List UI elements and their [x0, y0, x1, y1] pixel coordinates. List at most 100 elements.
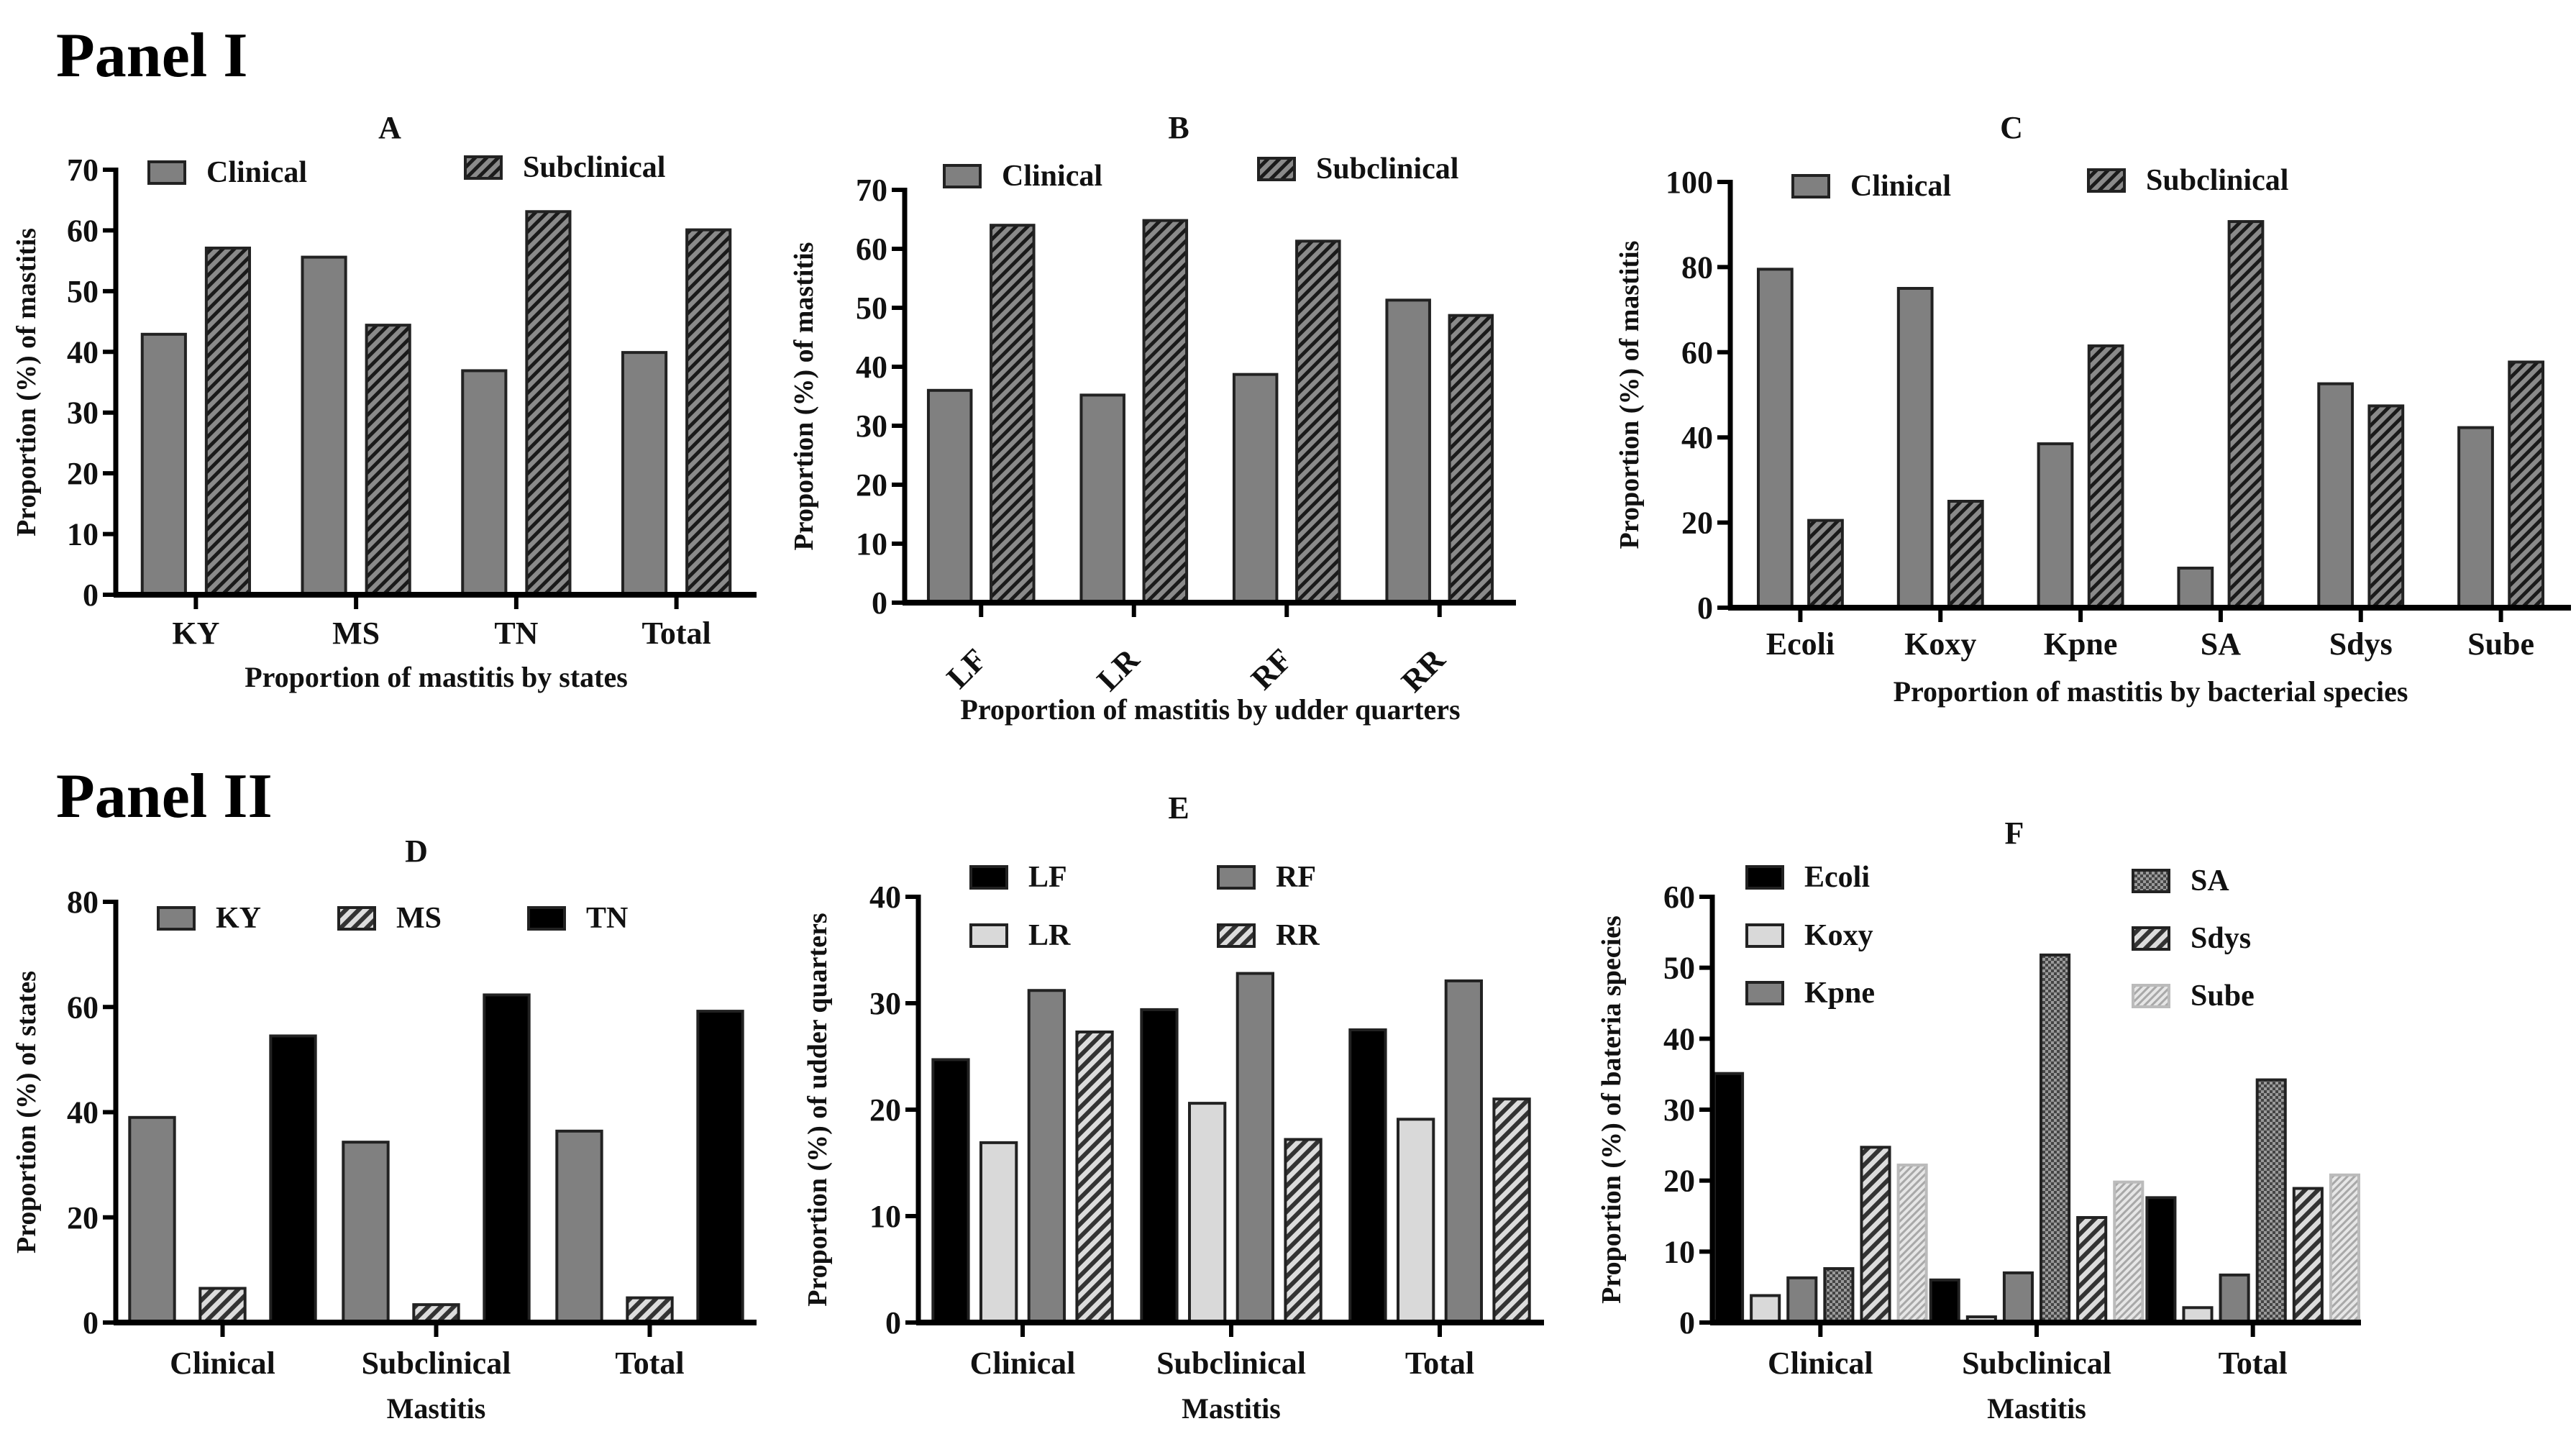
x-axis-label: Mastitis: [387, 1392, 486, 1425]
x-tick-label: TN: [494, 616, 538, 651]
bar-subclinical-ms: [365, 324, 411, 596]
chart-f: F Clinical Subclinical Total 0 10 20 30 40 50 60 Pr…: [1597, 816, 2361, 1425]
x-tick-label: Subclinical: [1156, 1346, 1306, 1381]
x-tick-label: LF: [940, 641, 993, 695]
x-tick-label: Total: [642, 616, 711, 651]
x-tick-label: Sube: [2467, 626, 2534, 662]
chart-a: A KY MS TN Total 0 10 20 30 40 50 60 70 Proportion (%…: [12, 110, 757, 693]
bar-subclinical-ky: [204, 246, 251, 596]
bar-clinical-total: [621, 351, 668, 596]
legend-label-kpne: Kpne: [1804, 977, 1875, 1010]
legend-swatch-clinical: [943, 164, 982, 188]
bar-subclinical-sdys: [2367, 404, 2405, 610]
y-tick-label: 0: [1679, 1305, 1695, 1341]
bar-kpne-subclinical: [2002, 1271, 2034, 1325]
bar-ky-clinical: [128, 1115, 176, 1324]
bar-sa-subclinical: [2040, 953, 2071, 1324]
x-tick-label: KY: [172, 616, 219, 651]
legend-label-rr: RR: [1276, 919, 1320, 952]
y-tick-label: 40: [869, 880, 901, 915]
bar-tn-subclinical: [483, 993, 531, 1325]
bar-ky-subclinical: [342, 1141, 390, 1325]
bar-clinical-sa: [2177, 566, 2214, 609]
bar-kpne-clinical: [1786, 1276, 1818, 1324]
y-tick-label: 20: [869, 1092, 901, 1128]
bar-subclinical-koxy: [1947, 500, 1984, 609]
bar-lf-total: [1348, 1028, 1387, 1324]
x-tick-label: MS: [332, 616, 380, 651]
legend-label-clinical: Clinical: [1850, 170, 1951, 203]
bar-subclinical-total: [685, 228, 732, 596]
x-tick-label: SA: [2201, 626, 2241, 662]
x-tick-label: Ecoli: [1766, 626, 1835, 662]
bar-ecoli-total: [2145, 1196, 2177, 1325]
legend-swatch-lr: [969, 923, 1008, 948]
bar-rr-clinical: [1075, 1030, 1114, 1324]
legend-swatch-kpne: [1745, 981, 1784, 1005]
y-axis-label: Proportion (%) of udder quarters: [803, 913, 833, 1306]
bar-subclinical-sube: [2508, 360, 2545, 609]
chart-title: E: [1168, 790, 1189, 826]
y-tick-label: 0: [83, 1305, 99, 1341]
x-tick-label: Total: [2219, 1346, 2288, 1381]
bar-subclinical-kpne: [2087, 344, 2124, 609]
bar-sube-clinical: [1896, 1163, 1928, 1324]
bar-subclinical-ecoli: [1807, 519, 1844, 610]
bar-ecoli-subclinical: [1929, 1278, 1960, 1325]
bar-rf-clinical: [1027, 989, 1066, 1324]
bar-clinical-koxy: [1896, 287, 1934, 609]
y-tick-label: 20: [856, 467, 887, 503]
legend-label-subclinical: Subclinical: [1316, 152, 1458, 186]
legend-label-ms: MS: [396, 902, 442, 935]
y-tick-label: 10: [869, 1199, 901, 1234]
chart-title: F: [2005, 816, 2024, 851]
chart-e: E Clinical Subclinical Total 0 10 20 30 40 Propor…: [803, 790, 1544, 1425]
y-tick-label: 30: [869, 986, 901, 1021]
bar-sube-total: [2329, 1173, 2360, 1324]
panel-1-label: Panel I: [56, 21, 248, 91]
bar-lf-clinical: [931, 1058, 970, 1324]
x-tick-label: Total: [615, 1346, 684, 1381]
bar-subclinical-rr: [1448, 314, 1494, 604]
legend-label-sa: SA: [2191, 864, 2229, 898]
legend-label-ecoli: Ecoli: [1804, 861, 1870, 894]
legend-label-sube: Sube: [2191, 979, 2255, 1013]
legend-swatch-subclinical: [464, 155, 503, 180]
y-tick-label: 20: [67, 456, 99, 491]
bar-clinical-sdys: [2317, 382, 2355, 609]
y-tick-label: 30: [1663, 1092, 1695, 1128]
y-tick-label: 50: [856, 291, 887, 326]
chart-title: D: [405, 834, 428, 869]
bar-clinical-sube: [2457, 426, 2494, 609]
y-tick-label: 60: [67, 213, 99, 248]
y-tick-label: 10: [856, 526, 887, 562]
bar-rf-subclinical: [1236, 972, 1274, 1325]
x-axis-label: Proportion of mastitis by bacterial spec…: [1894, 675, 2408, 708]
bar-ms-clinical: [198, 1287, 247, 1324]
y-axis-label: Proportion (%) of states: [12, 971, 42, 1253]
legend-label-sdys: Sdys: [2191, 922, 2251, 955]
legend-swatch-koxy: [1745, 923, 1784, 948]
legend-swatch-clinical: [1791, 174, 1830, 198]
x-axis-label: Proportion of mastitis by states: [245, 661, 628, 693]
y-tick-label: 0: [885, 1305, 901, 1341]
bar-sube-subclinical: [2113, 1180, 2145, 1325]
x-tick-label: Koxy: [1904, 626, 1976, 662]
bar-sdys-clinical: [1860, 1146, 1891, 1324]
legend-swatch-ecoli: [1745, 865, 1784, 890]
bar-subclinical-tn: [525, 210, 572, 596]
bar-clinical-rf: [1232, 373, 1279, 604]
y-tick-label: 50: [67, 274, 99, 309]
y-tick-label: 60: [67, 990, 99, 1025]
x-tick-label: RR: [1394, 641, 1452, 699]
bar-lr-clinical: [979, 1141, 1018, 1324]
y-tick-label: 20: [1663, 1164, 1695, 1199]
x-tick-label: Clinical: [970, 1346, 1076, 1381]
bar-subclinical-lr: [1142, 219, 1189, 604]
y-tick-label: 0: [1697, 590, 1713, 626]
y-tick-label: 80: [67, 885, 99, 920]
chart-title: B: [1168, 110, 1189, 145]
y-tick-label: 40: [67, 1095, 99, 1131]
